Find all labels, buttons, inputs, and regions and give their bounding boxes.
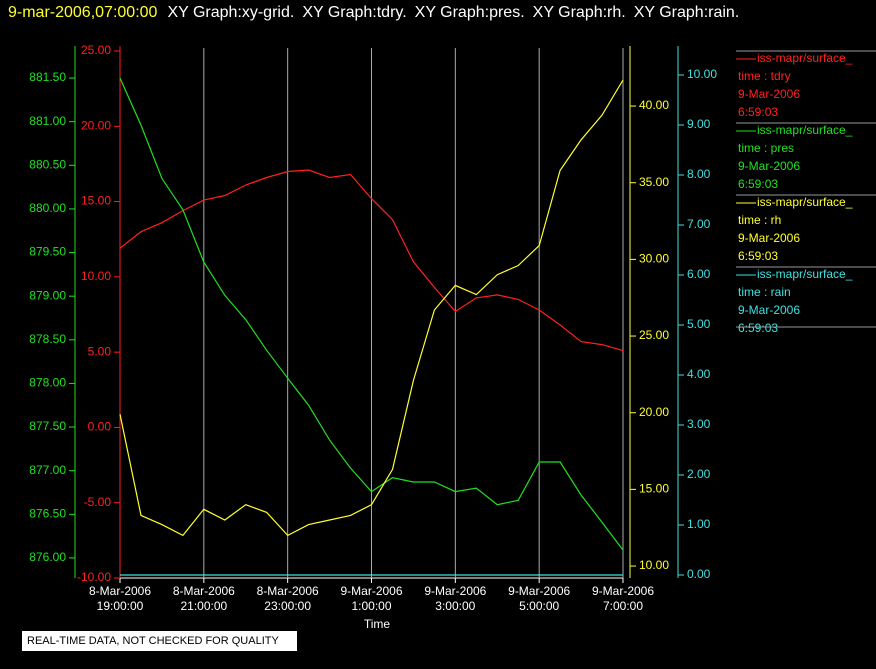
legend-detail: time : rh	[738, 213, 781, 227]
header-graph: XY Graph:xy-grid.	[167, 4, 294, 21]
legend-detail: time : rain	[738, 285, 791, 299]
series-line	[119, 169, 624, 352]
x-tick-label: 23:00:00	[264, 599, 311, 613]
legend-detail: 6:59:03	[738, 105, 778, 119]
y-tick-label: 5.00	[88, 344, 112, 358]
y-tick-label: 878.50	[29, 332, 66, 346]
legend-name: iss-mapr/surface_	[757, 51, 853, 65]
y-tick-label: 880.00	[29, 201, 66, 215]
y-tick-label: 879.50	[29, 245, 66, 259]
legend-name: iss-mapr/surface_	[757, 195, 853, 209]
legend-name: iss-mapr/surface_	[757, 267, 853, 281]
y-tick-label: 7.00	[687, 217, 711, 231]
y-tick-label: 15.00	[639, 482, 669, 496]
y-tick-label: 35.00	[639, 175, 669, 189]
legend-detail: 6:59:03	[738, 177, 778, 191]
y-tick-label: 40.00	[639, 98, 669, 112]
y-tick-label: 20.00	[81, 118, 111, 132]
y-tick-label: 25.00	[639, 328, 669, 342]
x-tick-label: 5:00:00	[519, 599, 559, 613]
series-line	[119, 79, 624, 537]
y-tick-label: 876.50	[29, 506, 66, 520]
header-graph: XY Graph:tdry.	[302, 4, 406, 21]
y-tick-label: 0.00	[88, 420, 112, 434]
y-tick-label: 5.00	[687, 317, 711, 331]
y-tick-label: 15.00	[81, 194, 111, 208]
x-tick-label: 9-Mar-2006	[340, 584, 402, 598]
y-tick-label: 881.00	[29, 114, 66, 128]
y-tick-label: 879.00	[29, 288, 66, 302]
y-tick-label: 10.00	[639, 558, 669, 572]
header-timestamp: 9-mar-2006,07:00:00	[8, 4, 158, 21]
y-tick-label: 0.00	[687, 567, 711, 581]
y-tick-label: -10.00	[77, 570, 111, 584]
series-line	[119, 77, 624, 551]
y-tick-label: 20.00	[639, 405, 669, 419]
x-tick-label: 9-Mar-2006	[592, 584, 654, 598]
x-tick-label: 8-Mar-2006	[257, 584, 319, 598]
y-tick-label: -5.00	[84, 495, 112, 509]
x-tick-label: 19:00:00	[97, 599, 144, 613]
x-tick-label: 9-Mar-2006	[508, 584, 570, 598]
x-tick-label: 21:00:00	[180, 599, 227, 613]
y-tick-label: 1.00	[687, 517, 711, 531]
y-tick-label: 4.00	[687, 367, 711, 381]
y-tick-label: 25.00	[81, 43, 111, 57]
y-tick-label: 10.00	[687, 67, 717, 81]
header-graph: XY Graph:rain.	[634, 4, 740, 21]
x-tick-label: 8-Mar-2006	[173, 584, 235, 598]
y-tick-label: 881.50	[29, 70, 66, 84]
legend-detail: 9-Mar-2006	[738, 303, 800, 317]
x-tick-label: 1:00:00	[351, 599, 391, 613]
x-tick-label: 3:00:00	[435, 599, 475, 613]
legend-name: iss-mapr/surface_	[757, 123, 853, 137]
note-box	[22, 631, 297, 651]
legend-detail: 9-Mar-2006	[738, 87, 800, 101]
y-tick-label: 877.50	[29, 419, 66, 433]
legend-detail: 6:59:03	[738, 321, 778, 335]
legend-detail: 6:59:03	[738, 249, 778, 263]
y-tick-label: 876.00	[29, 550, 66, 564]
y-tick-label: 2.00	[687, 467, 711, 481]
y-tick-label: 6.00	[687, 267, 711, 281]
y-tick-label: 880.50	[29, 157, 66, 171]
x-axis-label: Time	[364, 617, 391, 631]
legend-detail: time : pres	[738, 141, 794, 155]
y-tick-label: 3.00	[687, 417, 711, 431]
y-tick-label: 877.00	[29, 463, 66, 477]
legend-detail: 9-Mar-2006	[738, 231, 800, 245]
y-tick-label: 878.00	[29, 376, 66, 390]
x-tick-label: 7:00:00	[603, 599, 643, 613]
y-tick-label: 10.00	[81, 269, 111, 283]
y-tick-label: 8.00	[687, 167, 711, 181]
header-graph: XY Graph:pres.	[415, 4, 525, 21]
note: REAL-TIME DATA, NOT CHECKED FOR QUALITY	[27, 635, 279, 647]
x-tick-label: 8-Mar-2006	[89, 584, 151, 598]
legend-detail: 9-Mar-2006	[738, 159, 800, 173]
x-tick-label: 9-Mar-2006	[424, 584, 486, 598]
y-tick-label: 30.00	[639, 252, 669, 266]
y-tick-label: 9.00	[687, 117, 711, 131]
legend-detail: time : tdry	[738, 69, 791, 83]
header-graph: XY Graph:rh.	[533, 4, 626, 21]
